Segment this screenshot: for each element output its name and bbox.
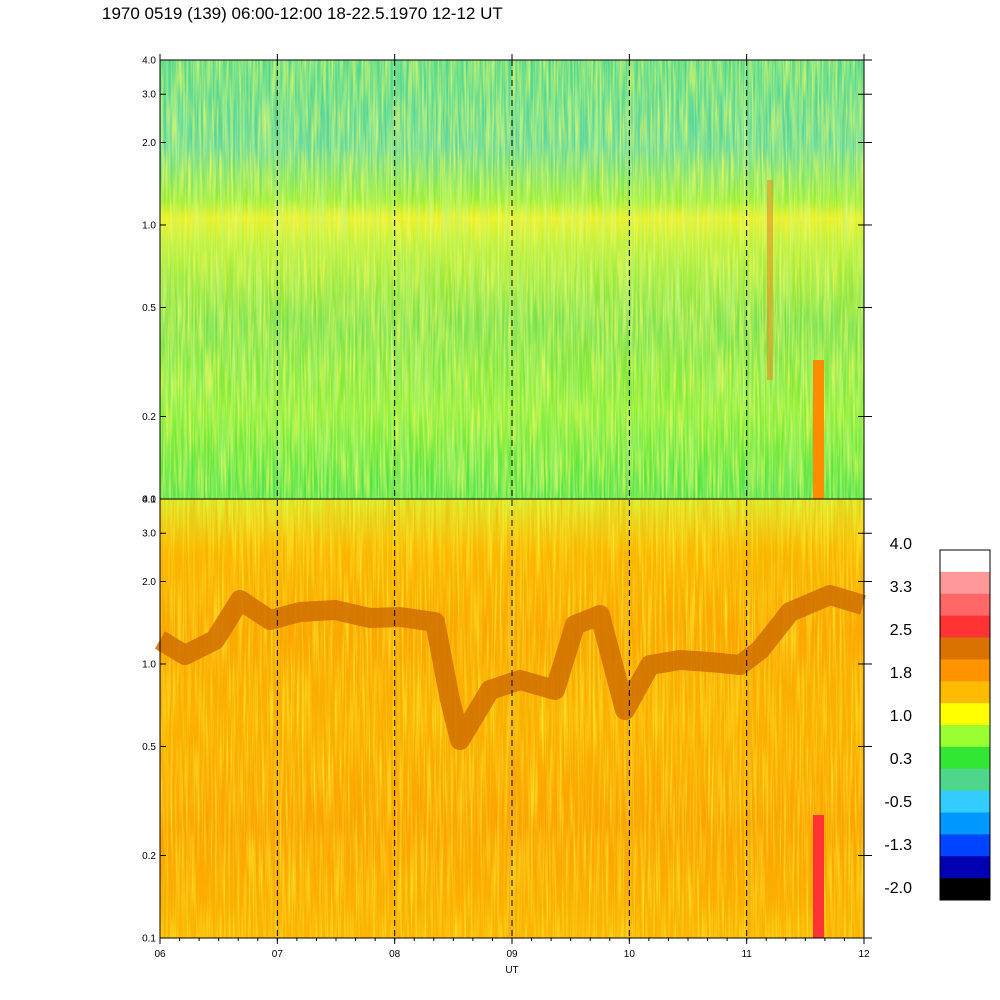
x-tick-label: 09: [506, 949, 518, 960]
colorbar-swatch: [940, 637, 990, 660]
y-tick-label: 0.5: [142, 303, 156, 314]
colorbar-swatch: [940, 812, 990, 835]
colorbar: 4.0 3.3 2.5 1.8 1.0 0.3 -0.5 -1.3 -2.0: [884, 536, 991, 901]
colorbar-swatch: [940, 856, 990, 879]
colorbar-swatch: [940, 834, 990, 857]
colorbar-swatch: [940, 659, 990, 682]
lower-panel-dark-band: [154, 585, 866, 750]
y-ticks-upper: 0.1 0.2 0.5 1.0 2.0 3.0 4.0: [142, 56, 872, 506]
colorbar-swatch: [940, 681, 990, 704]
y-tick-label: 2.0: [142, 577, 156, 588]
y-tick-label: 1.0: [142, 220, 156, 231]
colorbar-label: 2.5: [890, 622, 912, 639]
y-ticks-lower: 0.1 0.2 0.5 1.0 2.0 3.0 4.0: [142, 495, 872, 945]
y-tick-label: 0.1: [142, 495, 156, 506]
hour-lines: [276, 60, 748, 938]
y-tick-label: 2.0: [142, 138, 156, 149]
x-axis-label: UT: [505, 965, 518, 976]
x-tick-label: 06: [154, 949, 166, 960]
chart-title: 1970 0519 (139) 06:00-12:00 18-22.5.1970…: [102, 4, 503, 23]
colorbar-swatch: [940, 571, 990, 595]
colorbar-swatch: [940, 768, 990, 792]
colorbar-swatch: [940, 550, 990, 573]
upper-panel-red-streak: [767, 180, 773, 380]
y-tick-label: 1.0: [142, 659, 156, 670]
colorbar-swatch: [940, 878, 990, 901]
colorbar-swatch: [940, 746, 990, 770]
colorbar-label: 1.8: [890, 665, 912, 682]
colorbar-swatch: [940, 703, 990, 726]
colorbar-swatch: [940, 615, 990, 638]
colorbar-label: 3.3: [890, 579, 912, 596]
y-tick-label: 0.2: [142, 412, 156, 423]
x-tick-label: 08: [389, 949, 401, 960]
y-tick-label: 0.2: [142, 851, 156, 862]
y-tick-label: 4.0: [142, 56, 156, 67]
colorbar-swatch: [940, 725, 990, 748]
y-tick-label: 0.1: [142, 934, 156, 945]
colorbar-label: 1.0: [890, 708, 912, 725]
lower-panel-red-streak: [813, 815, 824, 938]
y-tick-label: 0.5: [142, 742, 156, 753]
x-tick-label: 07: [272, 949, 284, 960]
colorbar-label: -0.5: [884, 794, 912, 811]
x-ticks: 06 07 08 09 10 11 12: [154, 54, 870, 960]
colorbar-label: 4.0: [890, 536, 912, 553]
x-tick-label: 10: [624, 949, 636, 960]
x-tick-label: 12: [858, 949, 870, 960]
colorbar-label: -1.3: [884, 837, 912, 854]
colorbar-frame: [939, 549, 991, 901]
colorbar-swatch: [940, 790, 990, 813]
colorbar-label: 0.3: [890, 751, 912, 768]
colorbar-swatch: [940, 593, 990, 617]
y-tick-label: 3.0: [142, 90, 156, 101]
colorbar-label: -2.0: [884, 880, 912, 897]
upper-panel-orange-streak: [813, 360, 824, 499]
y-tick-label: 3.0: [142, 529, 156, 540]
y-tick-label: 4.0: [142, 495, 156, 506]
x-tick-label: 11: [741, 949, 752, 960]
